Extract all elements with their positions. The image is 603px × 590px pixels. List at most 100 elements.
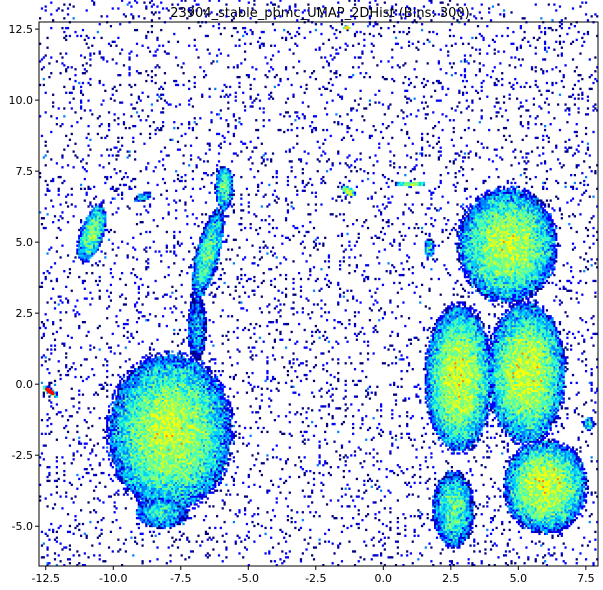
heatmap-cell	[43, 542, 45, 544]
heatmap-cell	[151, 70, 153, 72]
heatmap-cell	[41, 531, 43, 533]
heatmap-cell	[106, 364, 108, 366]
heatmap-cell	[71, 337, 73, 339]
heatmap-cell	[138, 317, 140, 319]
heatmap-cell	[65, 311, 67, 313]
heatmap-cell	[130, 333, 132, 335]
heatmap-cell	[130, 272, 132, 274]
heatmap-cell	[140, 233, 142, 235]
heatmap-cell	[91, 45, 93, 47]
heatmap-cell	[100, 533, 102, 535]
heatmap-cell	[156, 297, 158, 299]
heatmap-cell	[67, 276, 69, 278]
heatmap-cell	[58, 219, 60, 221]
heatmap-cell	[52, 507, 54, 509]
heatmap-cell	[168, 154, 170, 156]
heatmap-cell	[46, 319, 48, 321]
heatmap-cell	[114, 231, 116, 233]
heatmap-cell	[59, 52, 61, 54]
heatmap-cell	[155, 11, 157, 13]
heatmap-cell	[52, 205, 54, 207]
heatmap-cell	[48, 76, 50, 78]
heatmap-cell	[106, 360, 108, 362]
heatmap-cell	[99, 348, 101, 350]
heatmap-cell	[89, 292, 91, 294]
heatmap-cell	[89, 78, 91, 80]
heatmap-cell	[73, 458, 75, 460]
heatmap-cell	[128, 358, 130, 360]
heatmap-cell	[141, 109, 143, 111]
heatmap-cell	[76, 425, 78, 427]
heatmap-cell	[46, 425, 48, 427]
heatmap-cell	[155, 74, 157, 76]
heatmap-cell	[149, 247, 151, 249]
heatmap-cell	[102, 472, 104, 474]
heatmap-cell	[110, 148, 112, 150]
heatmap-cell	[45, 145, 47, 147]
heatmap-cell	[149, 137, 151, 139]
heatmap-cell	[147, 115, 149, 117]
heatmap-cell	[54, 345, 56, 347]
heatmap-cell	[82, 82, 84, 84]
heatmap-cell	[136, 331, 138, 333]
heatmap-cell	[93, 407, 95, 409]
heatmap-cell	[48, 62, 50, 64]
heatmap-cell	[74, 205, 76, 207]
heatmap-cell	[108, 409, 110, 411]
heatmap-cell	[151, 25, 153, 27]
heatmap-cell	[168, 41, 170, 43]
heatmap-cell	[91, 113, 93, 115]
heatmap-cell	[160, 254, 162, 256]
heatmap-cell	[114, 113, 116, 115]
heatmap-cell	[164, 147, 166, 149]
heatmap-cell	[149, 50, 151, 52]
heatmap-cell	[108, 305, 110, 307]
heatmap-cell	[106, 446, 108, 448]
heatmap-cell	[104, 90, 106, 92]
heatmap-cell	[59, 72, 61, 74]
heatmap-cell	[78, 401, 80, 403]
heatmap-cell	[56, 60, 58, 62]
heatmap-cell	[127, 337, 129, 339]
heatmap-cell	[50, 27, 52, 29]
heatmap-cell	[74, 68, 76, 70]
heatmap-cell	[97, 521, 99, 523]
heatmap-cell	[141, 544, 143, 546]
heatmap-cell	[130, 497, 132, 499]
heatmap-cell	[45, 433, 47, 435]
heatmap-cell	[74, 305, 76, 307]
heatmap-cell	[74, 515, 76, 517]
heatmap-cell	[69, 78, 71, 80]
heatmap-cell	[56, 460, 58, 462]
heatmap-cell	[119, 52, 121, 54]
heatmap-cell	[169, 307, 171, 309]
heatmap-cell	[52, 221, 54, 223]
heatmap-cell	[99, 164, 101, 166]
heatmap-cell	[56, 466, 58, 468]
heatmap-cell	[50, 297, 52, 299]
heatmap-cell	[114, 119, 116, 121]
heatmap-cell	[61, 211, 63, 213]
heatmap-cell	[50, 280, 52, 282]
heatmap-cell	[65, 409, 67, 411]
heatmap-cell	[112, 466, 114, 468]
heatmap-cell	[78, 523, 80, 525]
heatmap-cell	[125, 172, 127, 174]
heatmap-cell	[80, 376, 82, 378]
heatmap-cell	[63, 270, 65, 272]
heatmap-cell	[67, 145, 69, 147]
heatmap-cell	[65, 92, 67, 94]
heatmap-cell	[112, 94, 114, 96]
heatmap-cell	[91, 425, 93, 427]
heatmap-cell	[156, 339, 158, 341]
heatmap-cell	[52, 178, 54, 180]
heatmap-cell	[110, 98, 112, 100]
heatmap-cell	[171, 311, 173, 313]
heatmap-cell	[69, 562, 71, 564]
heatmap-cell	[48, 562, 50, 564]
heatmap-cell	[125, 303, 127, 305]
heatmap-cell	[87, 145, 89, 147]
heatmap-cell	[153, 170, 155, 172]
heatmap-cell	[89, 148, 91, 150]
